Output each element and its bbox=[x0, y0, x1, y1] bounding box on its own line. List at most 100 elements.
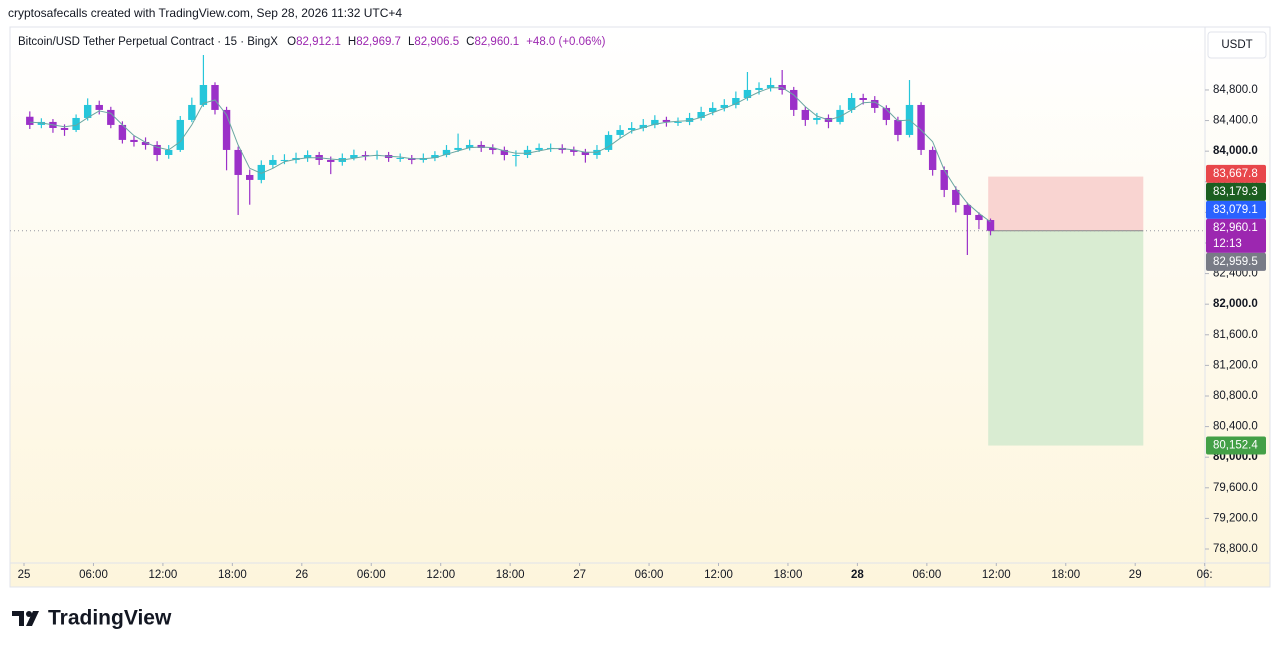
price-tag-label: 83,079.1 bbox=[1213, 204, 1258, 216]
candle-body bbox=[859, 97, 867, 100]
candle-body bbox=[697, 111, 705, 118]
candle-body bbox=[153, 144, 161, 155]
candle-body bbox=[26, 116, 34, 125]
candle-body bbox=[871, 99, 879, 108]
legend-value: 82,912.1 bbox=[296, 36, 341, 48]
candle-body bbox=[523, 149, 532, 155]
candle-body bbox=[477, 144, 485, 148]
candle-body bbox=[130, 139, 138, 142]
x-tick-label: 29 bbox=[1129, 569, 1142, 581]
target-zone bbox=[988, 230, 1144, 446]
y-tick-label: 81,200.0 bbox=[1213, 359, 1258, 371]
y-tick-label: 82,000.0 bbox=[1213, 298, 1258, 310]
y-tick-label: 80,800.0 bbox=[1213, 390, 1258, 402]
candle-body bbox=[720, 104, 728, 108]
currency-label[interactable]: USDT bbox=[1221, 39, 1252, 51]
x-tick-label: 06:00 bbox=[357, 569, 386, 581]
x-tick-label: 18:00 bbox=[218, 569, 247, 581]
price-tag-label: 82,959.5 bbox=[1213, 256, 1258, 268]
y-tick-label: 79,200.0 bbox=[1213, 512, 1258, 524]
candle-body bbox=[743, 89, 752, 98]
candle-body bbox=[37, 121, 46, 125]
x-tick-label: 12:00 bbox=[426, 569, 455, 581]
x-tick-label: 06:00 bbox=[635, 569, 664, 581]
y-tick-label: 84,000.0 bbox=[1213, 145, 1258, 157]
candle-body bbox=[118, 124, 127, 140]
legend-key: O bbox=[287, 36, 296, 48]
candle-body bbox=[952, 189, 960, 205]
candle-body bbox=[535, 147, 543, 150]
candle-body bbox=[836, 109, 844, 122]
moving-average bbox=[29, 87, 991, 223]
x-tick-label: 12:00 bbox=[982, 569, 1011, 581]
x-tick-label: 06: bbox=[1197, 569, 1213, 581]
candle-body bbox=[651, 119, 659, 125]
candle-body bbox=[280, 159, 289, 161]
candle-body bbox=[940, 169, 948, 190]
candle-body bbox=[986, 220, 995, 231]
candle-body bbox=[164, 149, 173, 155]
candle-body bbox=[188, 104, 196, 120]
candle-body bbox=[928, 149, 937, 170]
candle-body bbox=[755, 87, 763, 90]
symbol-title: Bitcoin/USD Tether Perpetual Contract · … bbox=[18, 36, 278, 48]
y-tick-label: 79,600.0 bbox=[1213, 482, 1258, 494]
y-tick-label: 81,600.0 bbox=[1213, 329, 1258, 341]
candle-body bbox=[766, 84, 775, 88]
candle-body bbox=[581, 151, 590, 155]
x-tick-label: 06:00 bbox=[79, 569, 108, 581]
candle-body bbox=[882, 107, 891, 120]
legend-key: C bbox=[466, 36, 474, 48]
candle-body bbox=[83, 104, 92, 118]
candle-body bbox=[141, 141, 150, 145]
candle-body bbox=[442, 149, 451, 155]
x-tick-label: 18:00 bbox=[1051, 569, 1080, 581]
candle-body bbox=[604, 134, 613, 150]
candle-body bbox=[396, 157, 404, 159]
price-tag bbox=[1206, 200, 1266, 219]
candle-body bbox=[963, 204, 972, 215]
candle-body bbox=[95, 104, 103, 110]
candle-body bbox=[894, 119, 902, 135]
legend-change: +48.0 (+0.06%) bbox=[526, 36, 605, 48]
currency-button[interactable] bbox=[1207, 31, 1267, 59]
candle-body bbox=[616, 129, 624, 135]
candle-body bbox=[107, 109, 115, 125]
candle-body bbox=[847, 97, 856, 110]
x-tick-label: 18:00 bbox=[496, 569, 525, 581]
legend-value: 82,969.7 bbox=[356, 36, 401, 48]
x-tick-label: 12:00 bbox=[704, 569, 733, 581]
candle-body bbox=[662, 119, 671, 122]
x-tick-label: 06:00 bbox=[912, 569, 941, 581]
candle-body bbox=[489, 147, 497, 150]
legend-key: L bbox=[408, 36, 415, 48]
candle-body bbox=[570, 149, 578, 152]
caption: cryptosafecalls created with TradingView… bbox=[8, 6, 402, 20]
plot bbox=[10, 55, 1205, 446]
candle-body bbox=[732, 97, 740, 105]
y-tick-label: 84,800.0 bbox=[1213, 84, 1258, 96]
candle-body bbox=[801, 109, 810, 120]
x-tick-label: 18:00 bbox=[774, 569, 803, 581]
brand-name: TradingView bbox=[48, 607, 172, 630]
legend: Bitcoin/USD Tether Perpetual Contract · … bbox=[18, 36, 606, 48]
candle-body bbox=[257, 164, 265, 180]
candle-body bbox=[639, 124, 647, 128]
x-tick-label: 27 bbox=[573, 569, 586, 581]
price-tag-label: 83,179.3 bbox=[1213, 186, 1258, 198]
candle-body bbox=[222, 109, 231, 150]
candle-body bbox=[211, 84, 219, 110]
y-tick-label: 84,400.0 bbox=[1213, 115, 1258, 127]
price-tag-label: 83,667.8 bbox=[1213, 168, 1258, 180]
x-tick-label: 28 bbox=[851, 569, 864, 581]
candle-body bbox=[199, 84, 208, 105]
candle-body bbox=[431, 154, 439, 158]
candle-body bbox=[674, 121, 682, 123]
candle-body bbox=[454, 147, 462, 150]
price-countdown: 12:13 bbox=[1213, 238, 1242, 250]
candle-body bbox=[512, 154, 520, 156]
candle-body bbox=[361, 154, 370, 156]
candle-body bbox=[790, 89, 798, 110]
price-tag bbox=[1206, 182, 1266, 201]
